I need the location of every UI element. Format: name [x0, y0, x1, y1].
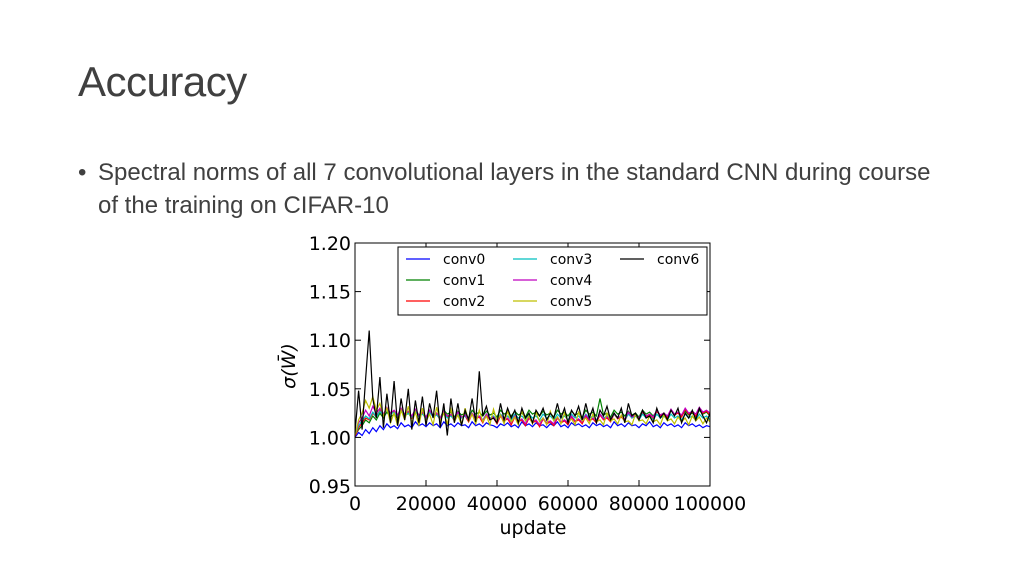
legend: conv0 conv1 conv2 conv3 conv4 conv5 conv6 — [397, 246, 708, 316]
legend-label-conv5: conv5 — [550, 294, 592, 310]
bullet-text: Spectral norms of all 7 convolutional la… — [98, 159, 931, 219]
series-line-conv1 — [354, 398, 711, 436]
y-tick-label: 1.10 — [309, 330, 351, 352]
bullet-item: • Spectral norms of all 7 convolutional … — [78, 156, 938, 222]
series-layer — [354, 330, 711, 438]
slide-title: Accuracy — [78, 58, 247, 105]
series-line-conv5 — [354, 394, 711, 436]
x-axis-label: update — [500, 517, 567, 539]
series-line-conv0 — [354, 420, 711, 438]
legend-label-conv6: conv6 — [657, 252, 699, 268]
legend-label-conv2: conv2 — [443, 294, 485, 310]
ticks-layer: 0 20000 40000 60000 80000 100000 0.95 1.00 1.05 1… — [309, 233, 747, 515]
y-tick-label: 1.05 — [309, 379, 351, 401]
x-tick-label: 40000 — [467, 493, 527, 515]
legend-label-conv3: conv3 — [550, 252, 592, 268]
plot-frame — [354, 242, 711, 487]
x-tick-label: 20000 — [396, 493, 456, 515]
legend-label-conv1: conv1 — [443, 273, 485, 289]
y-tick-label: 1.20 — [309, 233, 351, 255]
y-tick-label: 1.00 — [309, 427, 351, 449]
y-tick-label: 1.15 — [309, 282, 351, 304]
y-tick-label: 0.95 — [309, 476, 351, 498]
x-tick-label: 100000 — [674, 493, 747, 515]
bullet-dot-icon: • — [78, 159, 87, 186]
legend-label-conv4: conv4 — [550, 273, 592, 289]
legend-box — [397, 246, 708, 316]
series-line-conv6 — [354, 330, 711, 436]
y-axis-label: σ(W̄) — [276, 343, 300, 389]
x-tick-label: 60000 — [538, 493, 598, 515]
x-tick-label: 0 — [349, 493, 361, 515]
legend-label-conv0: conv0 — [443, 252, 485, 268]
x-tick-label: 80000 — [609, 493, 669, 515]
